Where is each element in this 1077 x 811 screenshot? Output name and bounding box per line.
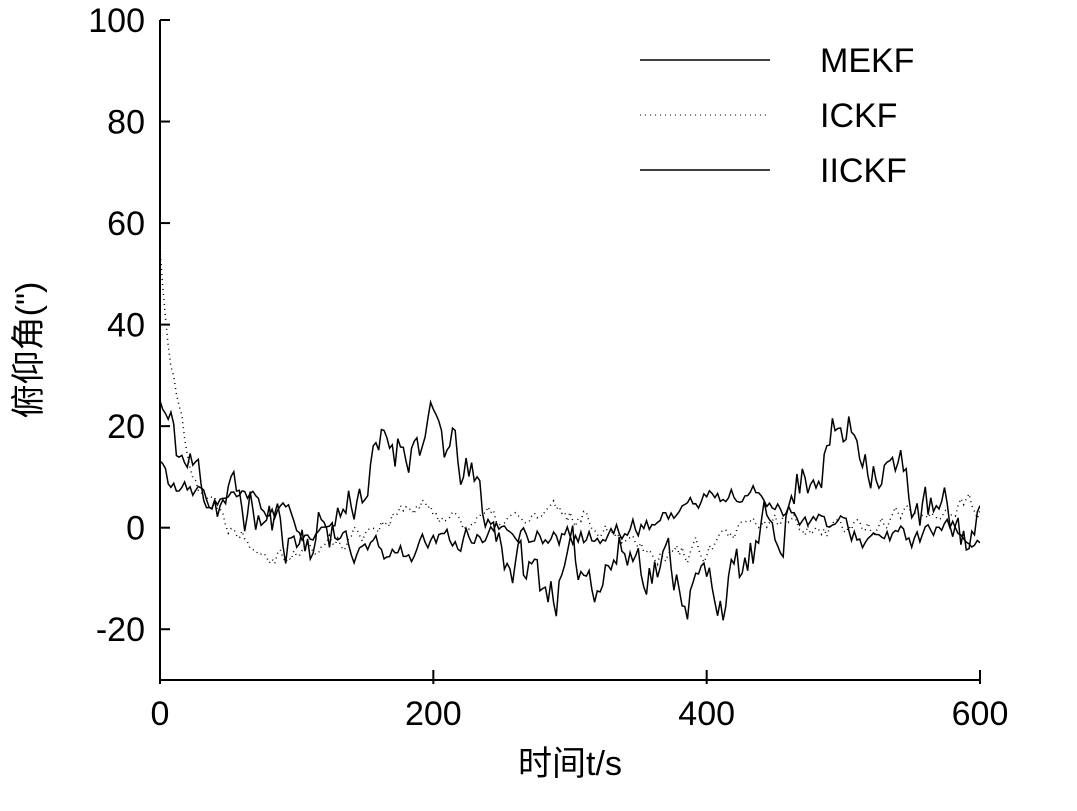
legend-label-iickf: IICKF	[820, 152, 907, 190]
x-axis-label: 时间t/s	[518, 745, 622, 783]
y-tick-label: 40	[107, 307, 145, 345]
x-tick-label: 400	[678, 695, 735, 733]
legend-label-mekf: MEKF	[820, 42, 914, 80]
x-tick-label: 200	[405, 695, 462, 733]
series-group	[160, 249, 980, 620]
chart-container: 0 200 400 600 时间t/s -20 0 20 40 60 80 100 俯仰角(") MEKF…	[0, 0, 1077, 811]
chart-svg: 0 200 400 600 时间t/s -20 0 20 40 60 80 100 俯仰角(") MEKF…	[0, 0, 1077, 811]
x-tick-label: 600	[952, 695, 1009, 733]
series-mekf	[160, 401, 980, 621]
y-tick-label: 80	[107, 104, 145, 142]
legend-label-ickf: ICKF	[820, 97, 897, 135]
y-tick-label: 100	[88, 2, 145, 40]
y-tick-label: 20	[107, 408, 145, 446]
series-ickf	[160, 249, 980, 564]
x-tick-label: 0	[151, 695, 170, 733]
y-tick-label: 0	[126, 510, 145, 548]
y-tick-label: 60	[107, 205, 145, 243]
y-tick-label: -20	[96, 611, 145, 649]
y-axis-label: 俯仰角(")	[10, 282, 48, 419]
